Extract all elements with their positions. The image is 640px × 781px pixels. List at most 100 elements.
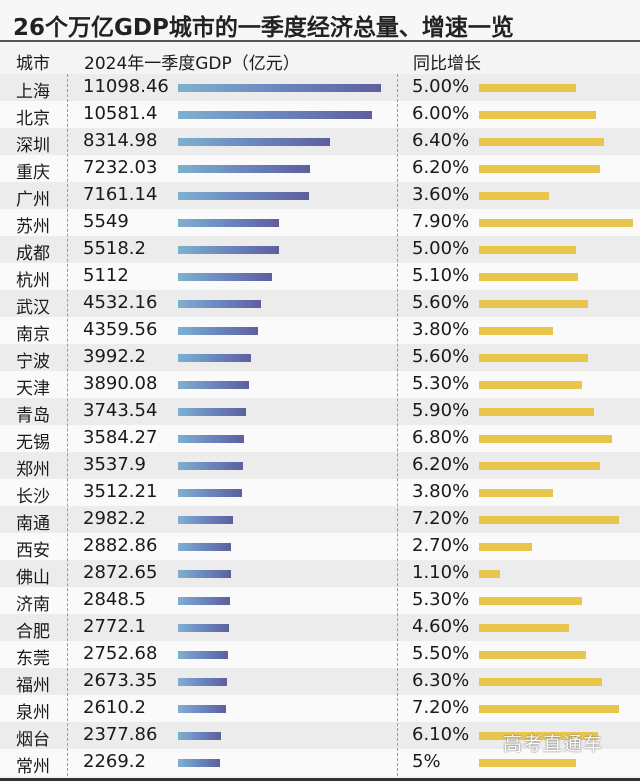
city-name: 苏州 [16, 217, 50, 237]
gdp-bar [178, 111, 372, 119]
city-name: 南京 [16, 325, 50, 345]
growth-value: 5.90% [412, 400, 470, 421]
table-row: 南京 4359.56 3.80% [0, 317, 640, 345]
table-row: 宁波 3992.2 5.60% [0, 344, 640, 372]
city-name: 上海 [16, 82, 50, 102]
table-row: 无锡 3584.27 6.80% [0, 425, 640, 453]
growth-value: 5.30% [412, 373, 470, 394]
city-name: 宁波 [16, 352, 50, 372]
growth-bar [479, 381, 582, 389]
growth-value: 7.20% [412, 697, 470, 718]
growth-value: 3.80% [412, 481, 470, 502]
city-name: 烟台 [16, 730, 50, 750]
table-row: 深圳 8314.98 6.40% [0, 128, 640, 156]
city-name: 常州 [16, 757, 50, 777]
growth-value: 5.50% [412, 643, 470, 664]
table-row: 天津 3890.08 5.30% [0, 371, 640, 399]
header-growth: 同比增长 [413, 54, 481, 74]
growth-bar [479, 732, 598, 740]
gdp-bar [178, 678, 227, 686]
watermark: 高考直通车 [503, 733, 604, 755]
city-name: 成都 [16, 244, 50, 264]
gdp-bar [178, 705, 226, 713]
growth-value: 6.10% [412, 724, 470, 745]
city-name: 武汉 [16, 298, 50, 318]
city-name: 福州 [16, 676, 50, 696]
growth-value: 6.40% [412, 130, 470, 151]
city-name: 济南 [16, 595, 50, 615]
growth-bar [479, 516, 619, 524]
table-row: 烟台 2377.86 6.10% [0, 722, 640, 750]
city-name: 杭州 [16, 271, 50, 291]
column-divider-1 [67, 74, 68, 781]
growth-value: 5% [412, 751, 441, 772]
growth-value: 5.10% [412, 265, 470, 286]
table-row: 上海 11098.46 5.00% [0, 74, 640, 102]
city-name: 东莞 [16, 649, 50, 669]
gdp-bar [178, 624, 229, 632]
gdp-value: 2882.86 [83, 535, 158, 556]
growth-bar [479, 705, 619, 713]
gdp-value: 4359.56 [83, 319, 158, 340]
gdp-bar [178, 138, 330, 146]
growth-bar [479, 489, 553, 497]
growth-value: 2.70% [412, 535, 470, 556]
gdp-value: 10581.4 [83, 103, 158, 124]
city-name: 广州 [16, 190, 50, 210]
gdp-bar [178, 354, 251, 362]
gdp-bar [178, 732, 221, 740]
gdp-bar [178, 543, 231, 551]
table-row: 佛山 2872.65 1.10% [0, 560, 640, 588]
table-row: 济南 2848.5 5.30% [0, 587, 640, 615]
growth-bar [479, 678, 602, 686]
column-divider-2 [397, 74, 398, 781]
growth-value: 5.00% [412, 238, 470, 259]
gdp-value: 2772.1 [83, 616, 146, 637]
gdp-value: 5112 [83, 265, 129, 286]
growth-bar [479, 246, 576, 254]
growth-bar [479, 138, 604, 146]
gdp-bar [178, 759, 220, 767]
gdp-value: 2610.2 [83, 697, 146, 718]
table-row: 成都 5518.2 5.00% [0, 236, 640, 264]
growth-value: 5.60% [412, 346, 470, 367]
gdp-value: 3584.27 [83, 427, 158, 448]
growth-bar [479, 165, 600, 173]
city-name: 北京 [16, 109, 50, 129]
gdp-value: 2982.2 [83, 508, 146, 529]
gdp-value: 5518.2 [83, 238, 146, 259]
city-name: 西安 [16, 541, 50, 561]
gdp-value: 11098.46 [83, 76, 169, 97]
growth-value: 5.00% [412, 76, 470, 97]
city-name: 无锡 [16, 433, 50, 453]
growth-bar [479, 759, 576, 767]
growth-bar [479, 570, 500, 578]
growth-bar [479, 408, 594, 416]
growth-bar [479, 597, 582, 605]
growth-bar [479, 327, 553, 335]
gdp-value: 5549 [83, 211, 129, 232]
gdp-bar [178, 300, 261, 308]
gdp-bar [178, 165, 310, 173]
growth-bar [479, 192, 549, 200]
gdp-bar [178, 381, 249, 389]
growth-bar [479, 300, 588, 308]
city-name: 佛山 [16, 568, 50, 588]
growth-value: 1.10% [412, 562, 470, 583]
growth-value: 5.60% [412, 292, 470, 313]
page-title: 26个万亿GDP城市的一季度经济总量、增速一览 [13, 15, 514, 41]
table-row: 苏州 5549 7.90% [0, 209, 640, 237]
gdp-bar [178, 489, 242, 497]
growth-bar [479, 219, 633, 227]
gdp-bar [178, 435, 244, 443]
table-row: 泉州 2610.2 7.20% [0, 695, 640, 723]
gdp-value: 4532.16 [83, 292, 158, 313]
gdp-value: 2673.35 [83, 670, 158, 691]
growth-bar [479, 462, 600, 470]
growth-value: 5.30% [412, 589, 470, 610]
city-name: 重庆 [16, 163, 50, 183]
gdp-value: 7161.14 [83, 184, 158, 205]
table-row: 郑州 3537.9 6.20% [0, 452, 640, 480]
city-name: 深圳 [16, 136, 50, 156]
table-row: 长沙 3512.21 3.80% [0, 479, 640, 507]
